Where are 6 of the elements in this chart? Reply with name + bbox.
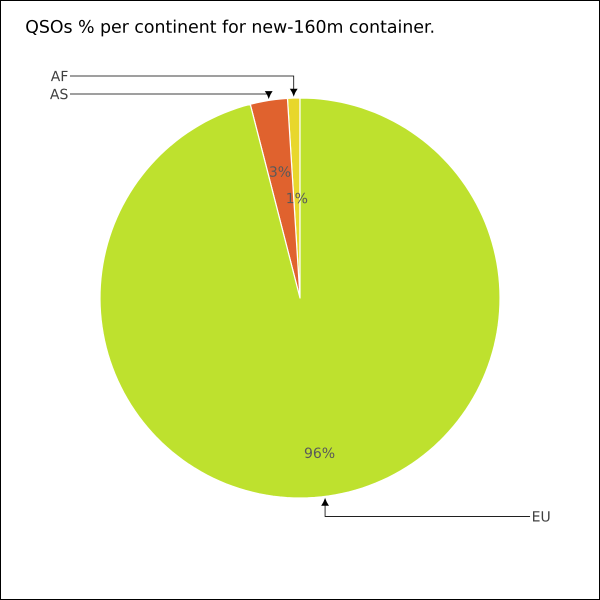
slice-label: AS xyxy=(50,88,68,100)
slice-label: AF xyxy=(50,70,68,82)
chart-title: QSOs % per continent for new-160m container. xyxy=(26,20,434,36)
slice-label: EU xyxy=(533,511,550,522)
data-label: 3% xyxy=(270,166,290,177)
data-label: 96% xyxy=(304,447,334,458)
